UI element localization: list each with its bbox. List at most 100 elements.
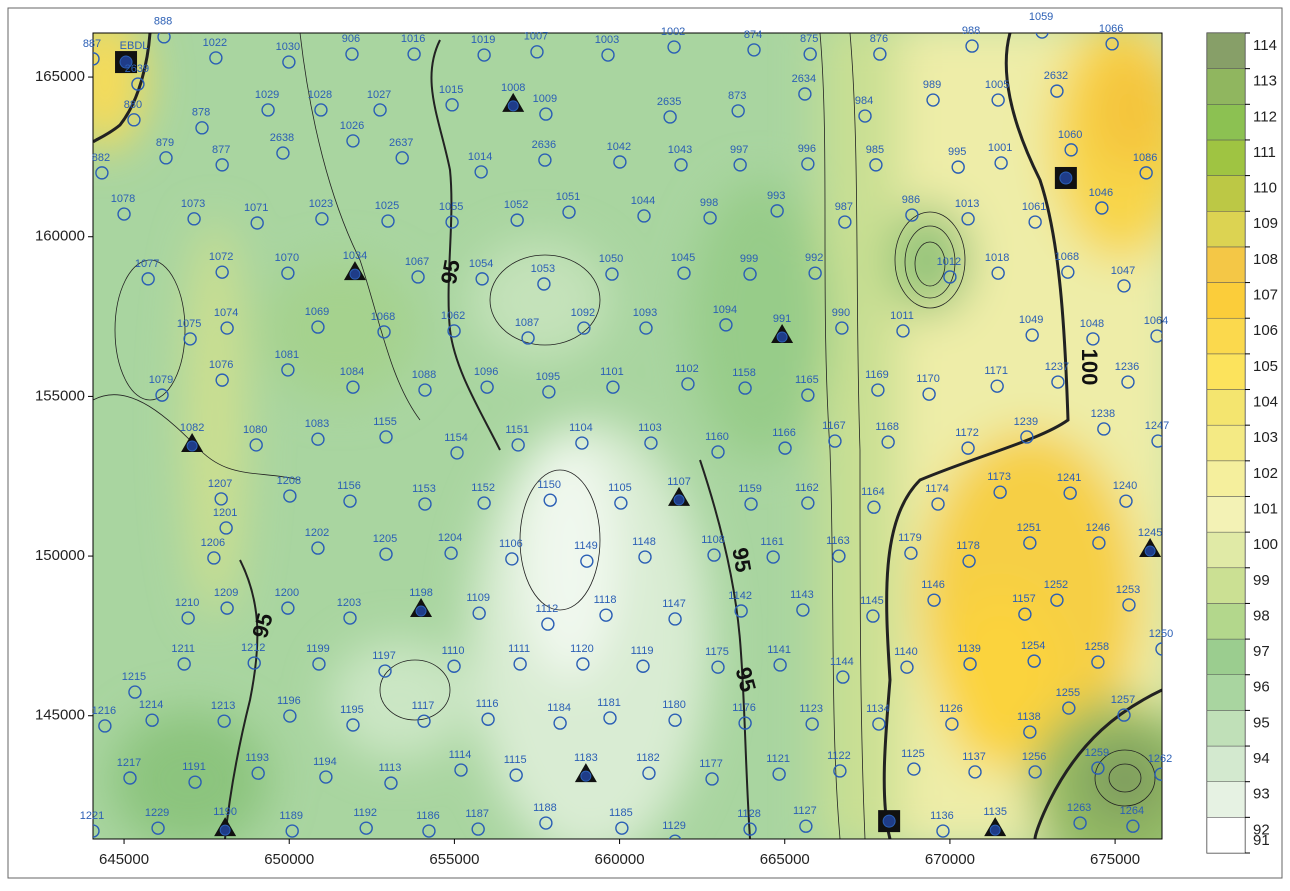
well-label: 1162 (795, 482, 819, 494)
colorbar-label: 111 (1253, 144, 1276, 161)
colorbar-label: 109 (1253, 215, 1278, 232)
well-label: 987 (835, 201, 853, 213)
triangle-well-core (508, 101, 518, 111)
well-label: 1145 (860, 595, 884, 607)
well-label: 1246 (1086, 522, 1110, 534)
well-label: 1182 (636, 752, 660, 764)
well-label: 2638 (270, 132, 294, 144)
colorbar-label: 95 (1253, 714, 1270, 731)
well-label: 1147 (662, 598, 686, 610)
well-label: 1046 (1089, 187, 1113, 199)
well-label: 1137 (962, 751, 986, 763)
well-label: 1088 (412, 369, 436, 381)
well-label: 996 (798, 143, 816, 155)
well-label: 1144 (830, 656, 854, 668)
colorbar-band (1207, 176, 1245, 212)
well-label: 1201 (213, 507, 237, 519)
triangle-well-core (1145, 546, 1155, 556)
well-label: 1118 (594, 594, 617, 606)
colorbar-label: 107 (1253, 287, 1278, 304)
triangle-well-core (187, 441, 197, 451)
well-label: 1151 (505, 424, 529, 436)
well-label: 1221 (80, 810, 104, 822)
well-label: 1119 (631, 645, 654, 657)
well-label: 1138 (1017, 711, 1041, 723)
colorbar-band (1207, 639, 1245, 675)
well-label: 1177 (699, 758, 723, 770)
contour-map: 6450006500006550006600006650006700006750… (0, 0, 1290, 886)
well-label: 1034 (343, 250, 367, 262)
well-label: 1108 (701, 534, 725, 546)
colorbar-band (1207, 69, 1245, 105)
well-label: 878 (192, 107, 210, 119)
well-label: 1126 (939, 703, 963, 715)
square-well-core (883, 815, 895, 827)
colorbar-band (1207, 710, 1245, 746)
well-label: 1141 (767, 644, 791, 656)
well-label: 1213 (211, 700, 235, 712)
well-label: 1116 (476, 698, 499, 710)
well-label: 1195 (340, 704, 364, 716)
well-label: 1009 (533, 93, 557, 105)
well-label: 1197 (372, 650, 396, 662)
well-label: 1187 (465, 808, 489, 820)
well-label: 1080 (243, 424, 267, 436)
triangle-well-core (581, 771, 591, 781)
well-label: 1206 (201, 537, 225, 549)
x-tick-label: 650000 (264, 851, 314, 868)
well-label: 1159 (738, 483, 762, 495)
shade (1090, 50, 1170, 170)
well-label: 1052 (504, 199, 528, 211)
well-label: 998 (700, 197, 718, 209)
colorbar-band (1207, 390, 1245, 426)
well-label: 1142 (728, 590, 752, 602)
well-label: 1166 (772, 427, 796, 439)
well-label: 1259 (1085, 747, 1109, 759)
well-label: 1064 (1144, 315, 1168, 327)
colorbar-band (1207, 33, 1245, 69)
well-label: 2636 (532, 139, 556, 151)
colorbar-band (1207, 104, 1245, 140)
well-label: 1114 (449, 749, 472, 761)
well-label: EBDL (120, 40, 149, 52)
well-label: 1199 (306, 643, 330, 655)
well-label: 2637 (389, 137, 413, 149)
well-label: 1049 (1019, 314, 1043, 326)
shade (690, 180, 830, 460)
triangle-well-core (350, 269, 360, 279)
well-label: 1193 (245, 752, 269, 764)
well-label: 1250 (1149, 628, 1173, 640)
well-label: 1121 (766, 753, 790, 765)
well-label: 1044 (631, 195, 655, 207)
well-label: 877 (212, 144, 230, 156)
well-label: 1094 (713, 304, 737, 316)
well-label: 1026 (340, 120, 364, 132)
triangle-well-core (990, 825, 1000, 835)
well-label: 993 (767, 190, 785, 202)
well-label: 1176 (732, 702, 756, 714)
well-label: 997 (730, 144, 748, 156)
well-label: 1003 (595, 34, 619, 46)
well-label: 1059 (1029, 11, 1053, 23)
colorbar-label: 114 (1253, 37, 1277, 54)
colorbar-band (1207, 675, 1245, 711)
well-label: 1016 (401, 33, 425, 45)
colorbar-label: 110 (1253, 180, 1277, 197)
well-label: 1096 (474, 366, 498, 378)
well-label: 1148 (632, 536, 656, 548)
well-label: 1081 (275, 349, 299, 361)
well-label: 1216 (92, 705, 116, 717)
well-label: 1106 (499, 538, 523, 550)
well-label: 2632 (1044, 70, 1068, 82)
well-label: 1209 (214, 587, 238, 599)
well-label: 1229 (145, 807, 169, 819)
well-label: 1055 (439, 201, 463, 213)
well-label: 1011 (890, 310, 914, 322)
well-label: 1174 (925, 483, 949, 495)
x-tick-label: 670000 (925, 851, 975, 868)
well-label: 906 (342, 33, 360, 45)
well-label: 1092 (571, 307, 595, 319)
colorbar-band (1207, 603, 1245, 639)
well-label: 1245 (1138, 527, 1162, 539)
well-label: 888 (154, 16, 172, 28)
